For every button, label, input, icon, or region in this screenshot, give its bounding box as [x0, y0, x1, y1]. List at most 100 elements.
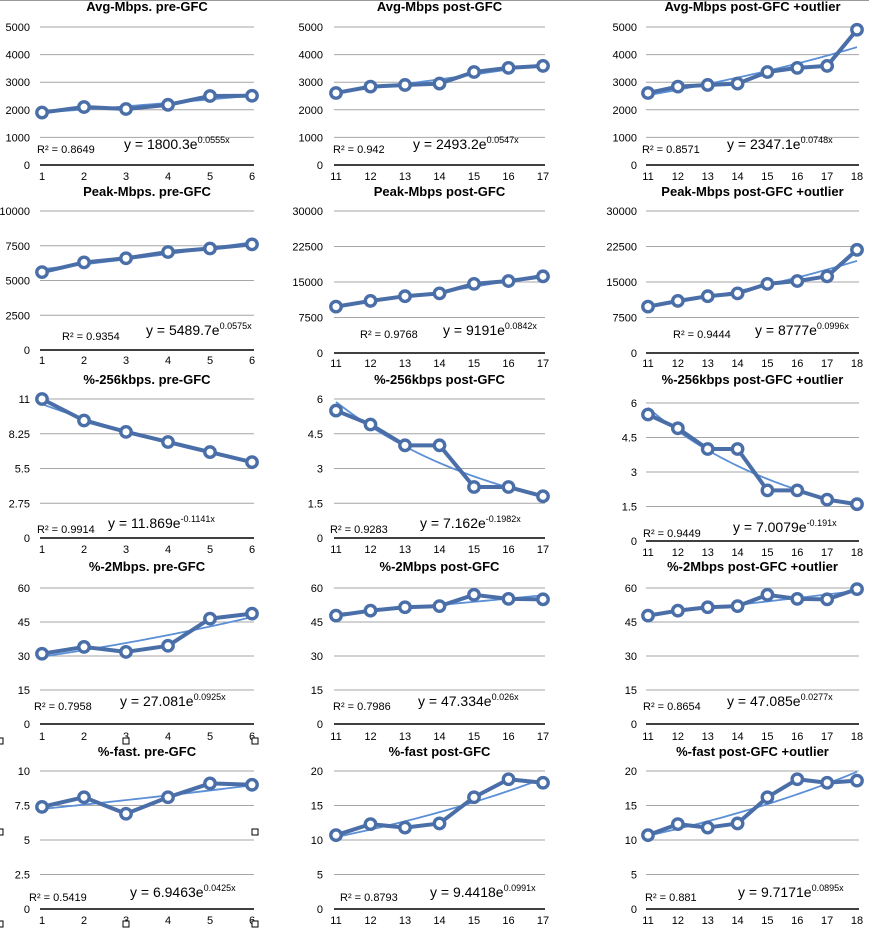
data-point	[790, 274, 805, 288]
data-point	[501, 480, 516, 494]
data-point	[398, 438, 412, 453]
series-line	[41, 397, 253, 465]
selection-handle[interactable]	[0, 737, 4, 745]
trendline-equation: y = 5489.7e0.0575x	[146, 321, 252, 338]
data-point	[467, 480, 481, 494]
top-border	[0, 0, 869, 1]
data-point	[203, 776, 217, 791]
y-tick-label: 45	[625, 617, 637, 629]
y-tick-label: 60	[18, 583, 30, 595]
y-tick-label: 0	[631, 904, 637, 916]
data-point	[35, 392, 49, 406]
data-point	[329, 828, 343, 843]
data-point	[35, 265, 49, 280]
x-tick-label: 12	[364, 731, 376, 743]
y-tick-label: 1.5	[622, 502, 637, 514]
y-tick-label: 22500	[606, 242, 637, 254]
data-point	[363, 417, 378, 432]
x-tick-label: 11	[330, 731, 341, 743]
x-tick-label: 5	[207, 915, 213, 927]
r-squared-label: R² = 0.8649	[37, 144, 95, 156]
data-point	[77, 100, 91, 114]
x-tick-label: 15	[761, 171, 773, 183]
data-point	[536, 775, 550, 790]
y-tick-label: 3000	[299, 77, 323, 89]
r-squared-label: R² = 0.881	[645, 892, 697, 904]
x-tick-label: 11	[642, 547, 653, 559]
data-point	[536, 592, 550, 607]
y-tick-label: 15000	[606, 277, 637, 289]
chart-title: Avg-Mbps. pre-GFC	[86, 0, 208, 14]
data-point	[329, 608, 343, 623]
x-tick-label: 2	[81, 731, 87, 743]
x-tick-label: 2	[81, 171, 87, 183]
data-point	[850, 22, 864, 37]
x-tick-label: 15	[468, 915, 480, 927]
series-line	[41, 611, 253, 656]
data-point	[850, 497, 864, 512]
y-tick-label: 30000	[606, 206, 637, 218]
x-tick-label: 4	[165, 171, 171, 183]
x-tick-label: 17	[537, 544, 549, 556]
data-point	[432, 438, 447, 453]
data-point	[245, 455, 259, 470]
data-point	[245, 88, 259, 103]
y-tick-label: 10	[18, 766, 30, 778]
data-point	[432, 599, 447, 614]
y-tick-label: 2.5	[15, 870, 30, 882]
data-point	[398, 820, 412, 835]
data-point	[641, 407, 655, 422]
trendline-equation: y = 7.0079e-0.191x	[733, 518, 837, 535]
selection-handle[interactable]	[122, 737, 130, 745]
data-point	[161, 638, 175, 653]
x-tick-label: 15	[761, 358, 773, 370]
data-point	[670, 79, 685, 94]
x-tick-label: 13	[702, 915, 714, 927]
chart-title: %-2Mbps. pre-GFC	[89, 559, 206, 574]
trendline	[41, 784, 253, 810]
selection-handle[interactable]	[251, 737, 259, 745]
x-tick-label: 12	[672, 171, 684, 183]
data-point	[245, 237, 259, 252]
selection-handle[interactable]	[122, 920, 130, 928]
selection-handle[interactable]	[251, 920, 259, 928]
chart-title: %-2Mbps post-GFC	[380, 559, 500, 574]
y-tick-label: 2000	[299, 105, 323, 117]
x-tick-label: 15	[761, 731, 773, 743]
data-point	[161, 245, 175, 259]
data-point	[467, 587, 481, 602]
x-tick-label: 17	[537, 171, 549, 183]
chart-5: Peak-Mbps post-GFC 0 7500 15000 22500 30000 11…	[292, 184, 550, 370]
data-point	[850, 582, 864, 597]
y-tick-label: 4.5	[308, 429, 323, 441]
y-tick-label: 30000	[292, 206, 323, 218]
data-point	[760, 587, 775, 602]
y-tick-label: 5000	[613, 22, 637, 34]
x-tick-label: 14	[731, 915, 743, 927]
data-point	[467, 65, 481, 79]
chart-3: Avg-Mbps post-GFC +outlier 0 1000 2000 3000 4…	[613, 0, 864, 183]
x-tick-label: 17	[821, 731, 833, 743]
selection-handle[interactable]	[0, 828, 4, 836]
data-point	[670, 817, 685, 832]
y-tick-label: 0	[24, 719, 30, 731]
selection-handle[interactable]	[0, 920, 4, 928]
x-tick-label: 16	[502, 171, 514, 183]
y-tick-label: 0	[317, 160, 323, 172]
chart-title: %-fast. pre-GFC	[98, 744, 197, 759]
data-point	[363, 294, 378, 308]
y-tick-label: 3000	[6, 77, 30, 89]
data-point	[161, 435, 175, 449]
data-point	[77, 790, 91, 805]
x-tick-label: 17	[537, 915, 549, 927]
x-tick-label: 12	[364, 544, 376, 556]
y-tick-label: 20	[625, 766, 637, 778]
chart-title: %-fast post-GFC	[389, 744, 491, 759]
selection-handle[interactable]	[251, 828, 259, 836]
data-point	[730, 286, 745, 301]
x-tick-label: 14	[731, 171, 743, 183]
x-tick-label: 6	[249, 355, 255, 367]
r-squared-label: R² = 0.7958	[34, 701, 92, 713]
data-point	[467, 790, 481, 805]
y-tick-label: 11	[19, 394, 30, 406]
